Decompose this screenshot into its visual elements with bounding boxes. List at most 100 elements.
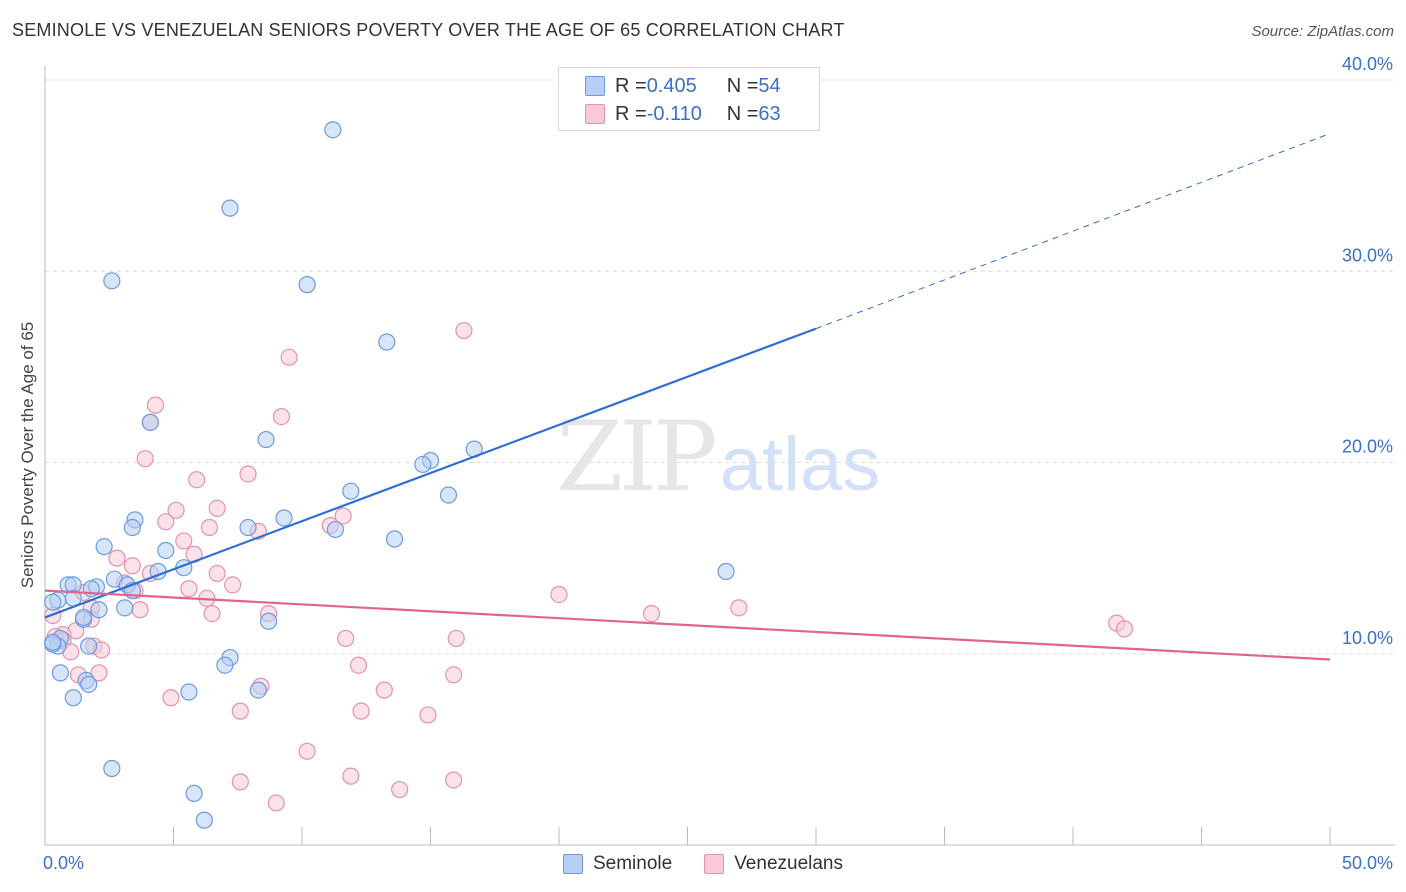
y-tick-label: 30.0% bbox=[1342, 245, 1393, 265]
seminole-points bbox=[44, 121, 735, 829]
seminole-point bbox=[103, 272, 121, 290]
venezuelans-point bbox=[550, 585, 568, 604]
venezuelans-point bbox=[157, 513, 175, 531]
n-label: N = bbox=[726, 74, 759, 97]
n-value: 54 bbox=[758, 74, 781, 97]
venezuelans-swatch bbox=[585, 104, 605, 124]
venezuelans-point bbox=[642, 604, 661, 623]
source-label: Source: ZipAtlas.com bbox=[1251, 23, 1394, 40]
seminole-point bbox=[195, 811, 213, 829]
venezuelans-point bbox=[200, 518, 219, 537]
correlation-legend: R = 0.405 N = 54 R = -0.110 N = 63 bbox=[558, 67, 820, 131]
watermark-zip: ZIP bbox=[556, 401, 715, 513]
y-tick-label: 20.0% bbox=[1342, 437, 1393, 457]
seminole-point bbox=[123, 518, 141, 537]
seminole-point bbox=[80, 675, 98, 693]
series-legend: Seminole Venezuelans bbox=[0, 851, 1406, 877]
seminole-point bbox=[95, 538, 113, 556]
axes bbox=[44, 66, 1395, 846]
y-tick-label: 10.0% bbox=[1342, 628, 1393, 648]
r-value: -0.110 bbox=[646, 102, 702, 125]
n-label: N = bbox=[726, 102, 759, 125]
seminole-point bbox=[44, 633, 62, 651]
seminole-point bbox=[326, 520, 345, 539]
watermark-atlas: atlas bbox=[720, 422, 881, 507]
seminole-point bbox=[51, 664, 70, 682]
seminole-trend-extension bbox=[815, 133, 1331, 330]
seminole-point bbox=[80, 637, 98, 655]
seminole-swatch bbox=[562, 854, 583, 874]
venezuelans-point bbox=[231, 702, 249, 720]
r-label: R = bbox=[615, 74, 647, 97]
venezuelans-point bbox=[131, 601, 149, 619]
r-value: 0.405 bbox=[646, 74, 697, 97]
venezuelans-point bbox=[162, 689, 180, 707]
x-tick-label: 0.0% bbox=[43, 853, 84, 873]
legend-item-venezuelans[interactable]: Venezuelans bbox=[704, 853, 843, 875]
venezuelans-point bbox=[239, 465, 257, 483]
seminole-point bbox=[378, 333, 396, 351]
seminole-point bbox=[249, 681, 267, 699]
seminole-point bbox=[275, 509, 293, 527]
venezuelans-swatch bbox=[704, 854, 725, 874]
venezuelans-point bbox=[90, 664, 108, 682]
seminole-point bbox=[439, 486, 458, 504]
seminole-point bbox=[259, 612, 278, 630]
venezuelans-point bbox=[272, 408, 291, 426]
venezuelans-point bbox=[267, 794, 285, 812]
venezuelans-point bbox=[108, 549, 126, 567]
seminole-point bbox=[239, 518, 257, 537]
seminole-point bbox=[90, 601, 108, 619]
venezuelans-point bbox=[447, 629, 465, 648]
legend-label-seminole: Seminole bbox=[592, 853, 673, 874]
venezuelans-point bbox=[1115, 620, 1134, 638]
seminole-point bbox=[298, 276, 316, 294]
seminole-point bbox=[216, 656, 234, 674]
seminole-point bbox=[385, 530, 404, 548]
seminole-point bbox=[257, 430, 275, 449]
venezuelans-point bbox=[123, 557, 141, 575]
venezuelans-point bbox=[167, 501, 185, 519]
seminole-point bbox=[221, 199, 239, 217]
seminole-point bbox=[185, 784, 203, 802]
r-label: R = bbox=[615, 102, 647, 125]
seminole-point bbox=[157, 541, 175, 560]
seminole-point bbox=[180, 683, 198, 701]
seminole-point bbox=[44, 593, 62, 611]
seminole-swatch bbox=[585, 76, 605, 96]
chart-title: SEMINOLE VS VENEZUELAN SENIORS POVERTY O… bbox=[12, 20, 845, 40]
venezuelans-point bbox=[203, 604, 221, 623]
legend-item-seminole[interactable]: Seminole bbox=[562, 853, 673, 875]
venezuelans-point bbox=[180, 580, 198, 598]
seminole-point bbox=[414, 455, 432, 474]
seminole-point bbox=[324, 121, 342, 139]
venezuelans-point bbox=[342, 767, 360, 785]
venezuelans-point bbox=[146, 396, 165, 414]
venezuelans-point bbox=[280, 348, 298, 366]
venezuelans-point bbox=[349, 656, 368, 674]
trend-lines bbox=[44, 133, 1331, 661]
venezuelans-point bbox=[352, 702, 370, 720]
venezuelans-point bbox=[224, 576, 242, 594]
x-tick-label: 50.0% bbox=[1342, 853, 1393, 873]
venezuelans-trend-line bbox=[44, 589, 1331, 661]
seminole-point bbox=[103, 759, 121, 778]
n-value: 63 bbox=[758, 102, 781, 125]
seminole-trend-line bbox=[44, 327, 817, 619]
venezuelans-point bbox=[188, 471, 206, 489]
venezuelans-point bbox=[730, 599, 748, 617]
y-tick-label: 40.0% bbox=[1342, 54, 1393, 74]
venezuelans-point bbox=[208, 564, 226, 583]
venezuelans-point bbox=[419, 706, 437, 724]
venezuelans-point bbox=[136, 450, 154, 468]
venezuelans-point bbox=[298, 742, 316, 760]
legend-row-seminole: R = 0.405 N = 54 bbox=[585, 75, 781, 97]
venezuelans-point bbox=[375, 681, 393, 699]
seminole-point bbox=[342, 482, 360, 500]
venezuelans-point bbox=[175, 532, 193, 550]
seminole-point bbox=[116, 599, 134, 617]
venezuelans-point bbox=[337, 629, 355, 648]
venezuelans-point bbox=[334, 507, 352, 525]
venezuelans-point bbox=[391, 780, 409, 799]
